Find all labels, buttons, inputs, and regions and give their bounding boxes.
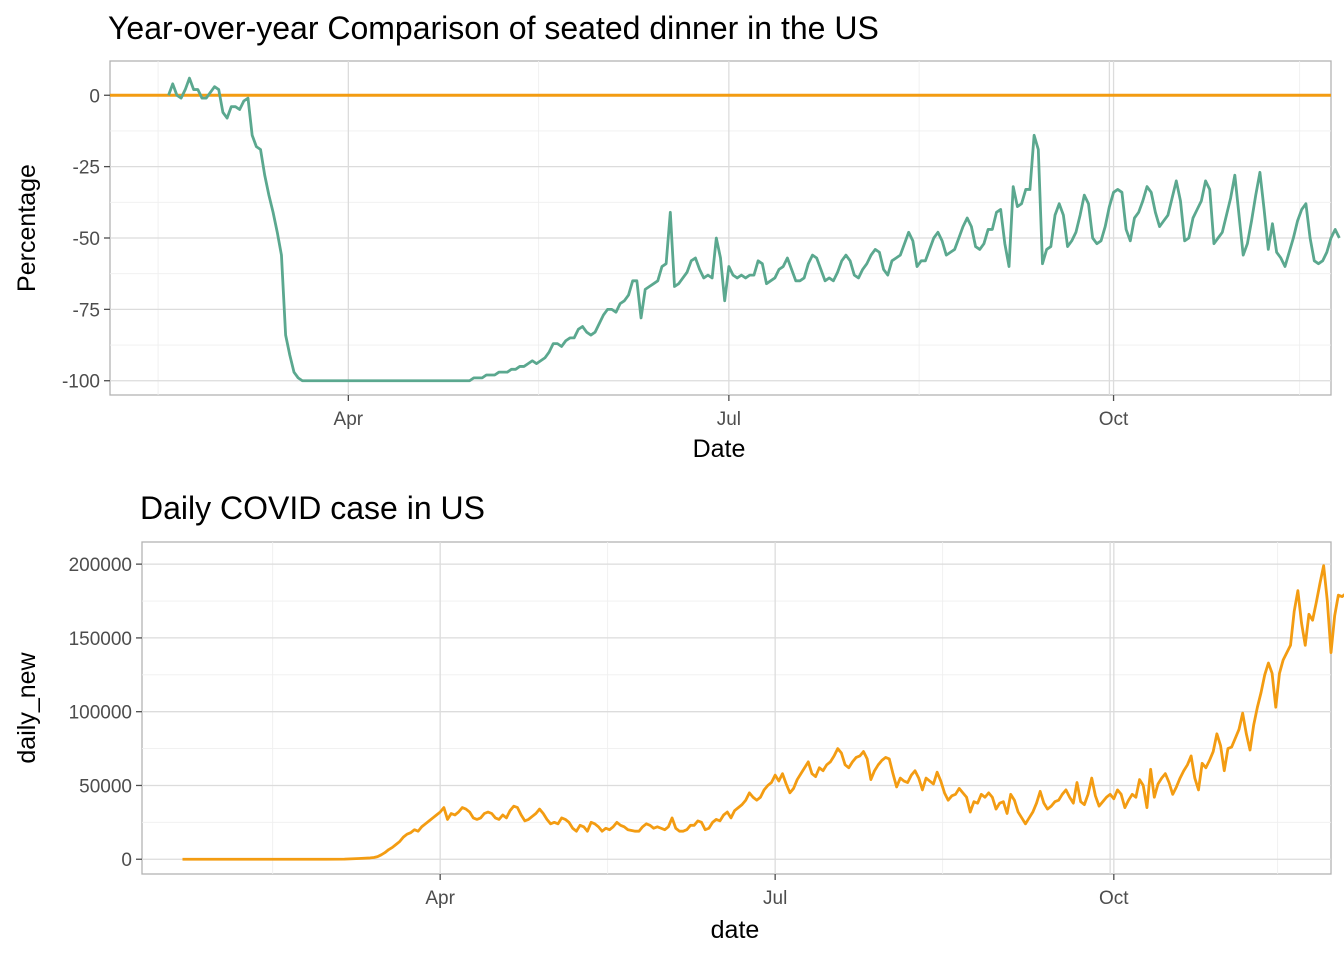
x-tick-label: Jul: [717, 409, 741, 430]
x-tick-label: Jul: [763, 888, 787, 909]
y-tick-label: -25: [73, 158, 100, 179]
minor-gridlines: [142, 542, 1331, 874]
x-tick-label: Oct: [1099, 409, 1129, 430]
y-tick-label: 200000: [69, 555, 132, 576]
x-axis-label: Date: [693, 435, 746, 463]
x-axis-ticks: Apr Jul Oct: [334, 395, 1129, 430]
y-tick-label: -100: [62, 372, 100, 393]
x-tick-label: Apr: [425, 888, 455, 909]
x-axis-ticks: Apr Jul Oct: [425, 874, 1129, 909]
y-tick-label: 0: [121, 850, 132, 871]
x-axis-label: date: [711, 916, 760, 944]
y-tick-label: -50: [73, 229, 100, 250]
chart-title: Daily COVID case in US: [140, 490, 485, 526]
plot-panel: [109, 60, 1332, 396]
y-tick-label: 100000: [69, 703, 132, 724]
chart-title: Year-over-year Comparison of seated dinn…: [108, 10, 879, 46]
dinner-yoy-chart: Year-over-year Comparison of seated dinn…: [13, 10, 1341, 463]
x-tick-label: Oct: [1099, 888, 1129, 909]
x-tick-label: Apr: [334, 409, 364, 430]
covid-daily-cases-chart: Daily COVID case in US 0 50000 100000 15000…: [13, 490, 1344, 944]
y-tick-label: -75: [73, 300, 100, 321]
y-tick-label: 0: [89, 86, 100, 107]
y-tick-label: 150000: [69, 629, 132, 650]
y-tick-label: 50000: [79, 776, 132, 797]
y-axis-label: Percentage: [13, 164, 41, 292]
daily-new-cases-series-line: [182, 564, 1344, 861]
y-axis-ticks: 0 50000 100000 150000 200000: [69, 555, 142, 871]
y-axis-label: daily_new: [13, 651, 41, 763]
plot-panel: [141, 541, 1332, 875]
minor-gridlines: [110, 61, 1331, 395]
y-axis-ticks: 0 -25 -50 -75 -100: [62, 86, 110, 393]
seated-dinner-series-line: [167, 76, 1341, 383]
